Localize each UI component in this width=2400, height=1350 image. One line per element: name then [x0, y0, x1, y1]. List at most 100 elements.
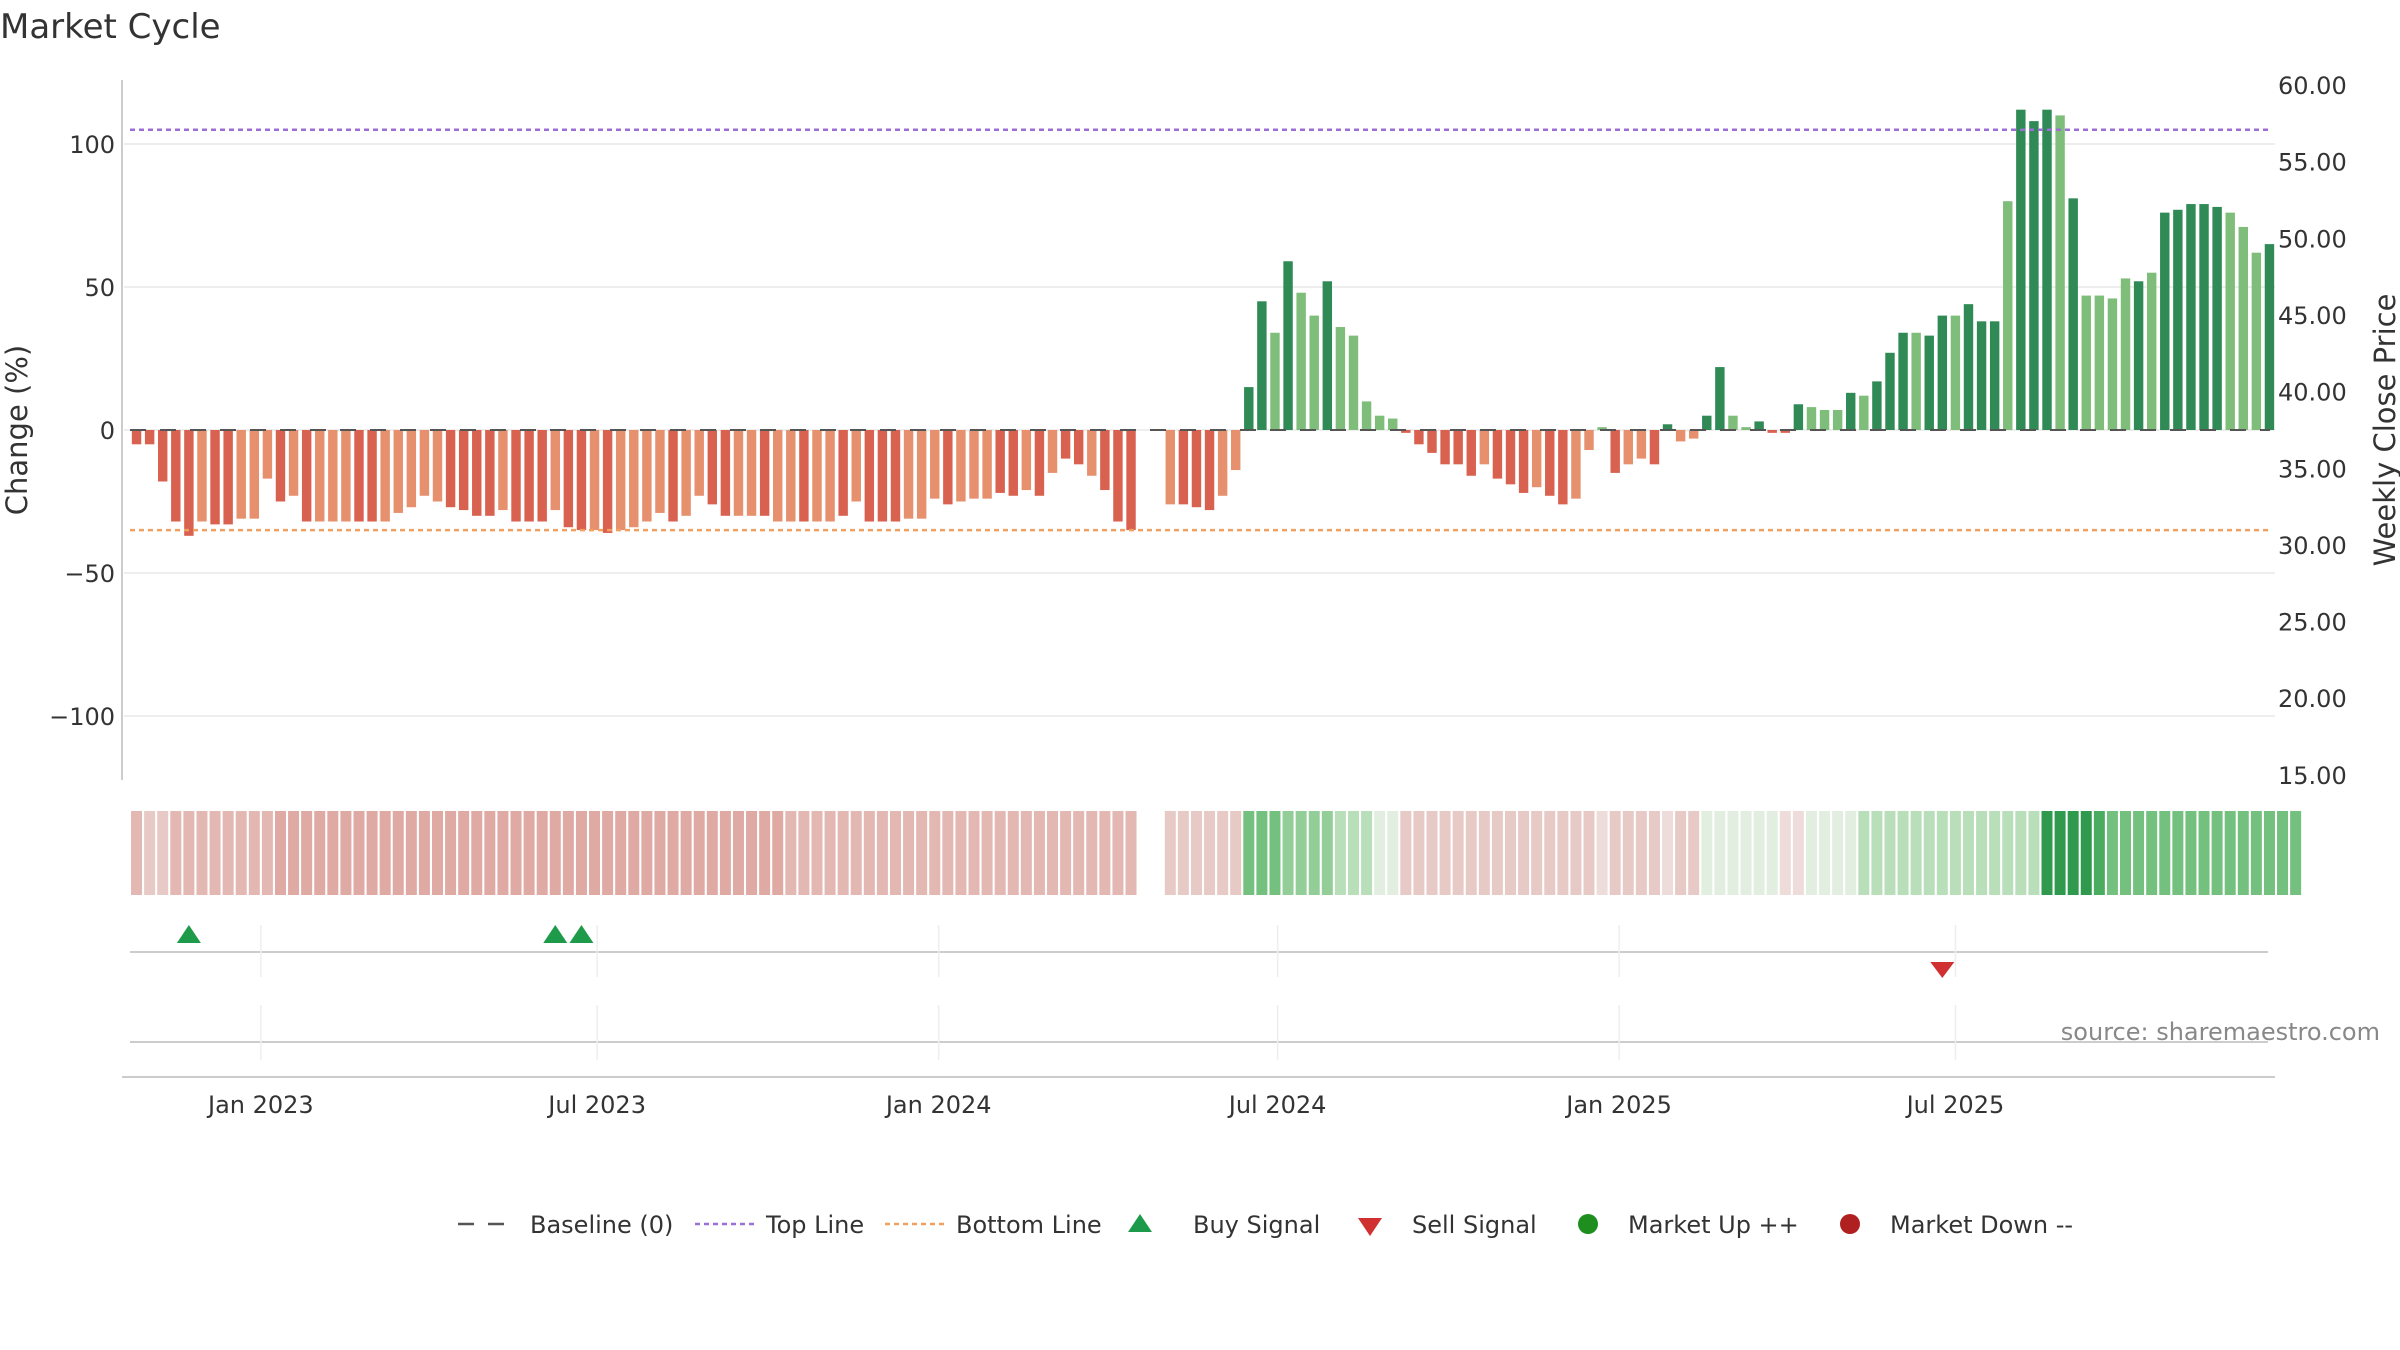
strip-cell — [523, 811, 535, 895]
strip-cell — [1583, 811, 1595, 895]
bar — [1872, 381, 1882, 430]
strip-cell — [1505, 811, 1517, 895]
strip-cell — [288, 811, 300, 895]
bar — [1636, 430, 1647, 459]
bar — [158, 430, 168, 482]
y2-tick-label: 30.00 — [2278, 532, 2347, 560]
regime-strip — [131, 811, 2302, 895]
strip-cell — [2028, 811, 2040, 895]
bar — [2264, 244, 2275, 430]
x-grid-lines — [260, 925, 1957, 1060]
bar — [1283, 261, 1293, 430]
strip-cell — [667, 811, 679, 895]
bar — [1361, 401, 1372, 430]
bar — [275, 430, 286, 502]
strip-cell — [2067, 811, 2079, 895]
strip-cell — [392, 811, 404, 895]
strip-cell — [942, 811, 954, 895]
strip-cell — [2146, 811, 2158, 895]
bar — [1453, 430, 1463, 465]
strip-cell — [562, 811, 574, 895]
strip-cell — [1989, 811, 2001, 895]
bar — [2146, 272, 2157, 430]
bar — [1963, 304, 1974, 430]
strip-cell — [2224, 811, 2236, 895]
bar — [1518, 430, 1529, 493]
y-axis-label: Change (%) — [0, 345, 34, 515]
strip-cell — [1792, 811, 1804, 895]
strip-cell — [1217, 811, 1229, 895]
bar — [1780, 430, 1791, 433]
strip-cell — [497, 811, 509, 895]
bar — [1309, 315, 1319, 430]
bar — [1754, 421, 1764, 430]
bar — [2094, 295, 2105, 430]
bar — [341, 430, 351, 522]
bar — [144, 430, 155, 445]
bar — [1976, 321, 1987, 430]
strip-cell — [183, 811, 195, 895]
bar — [1231, 430, 1241, 471]
strip-cell — [222, 811, 234, 895]
bar — [982, 430, 992, 499]
bar — [1610, 430, 1620, 473]
strip-cell — [589, 811, 601, 895]
bar — [2238, 226, 2248, 430]
bar — [825, 430, 835, 522]
bar — [236, 430, 246, 519]
strip-cell — [2002, 811, 2014, 895]
strip-cell — [981, 811, 993, 895]
bar — [956, 430, 966, 502]
bar — [1937, 315, 1948, 430]
y2-tick-label: 45.00 — [2278, 302, 2347, 330]
bar — [197, 430, 207, 522]
bar — [2251, 252, 2262, 430]
strip-cell — [1622, 811, 1634, 895]
strip-cell — [209, 811, 221, 895]
bar — [1401, 430, 1411, 433]
bar — [576, 430, 587, 531]
strip-cell — [432, 811, 444, 895]
bar — [864, 430, 875, 522]
bar — [1649, 430, 1660, 465]
strip-cell — [1662, 811, 1674, 895]
strip-cell — [746, 811, 758, 895]
strip-cell — [654, 811, 666, 895]
bar — [2186, 204, 2196, 430]
y-tick-label: 100 — [69, 131, 115, 159]
bar — [602, 430, 613, 533]
bar — [1047, 430, 1058, 473]
bar — [1558, 430, 1568, 505]
strip-cell — [602, 811, 614, 895]
bar — [733, 430, 744, 516]
bar — [681, 430, 691, 516]
bar — [2081, 295, 2091, 430]
strip-cell — [2120, 811, 2132, 895]
strip-cell — [1033, 811, 1045, 895]
bar — [1571, 430, 1581, 499]
bar — [1662, 424, 1673, 430]
strip-cell — [2172, 811, 2184, 895]
bar — [1270, 332, 1280, 430]
bar — [694, 430, 704, 496]
bar — [210, 430, 220, 525]
strip-cell — [196, 811, 208, 895]
strip-cell — [1465, 811, 1477, 895]
strip-cell — [1190, 811, 1202, 895]
bar — [1374, 415, 1385, 430]
bar — [1741, 427, 1751, 430]
bar — [1466, 430, 1476, 476]
strip-cell — [1936, 811, 1948, 895]
bar — [773, 430, 783, 522]
bar — [995, 430, 1005, 493]
bar — [1623, 430, 1633, 465]
strip-cell — [1832, 811, 1844, 895]
strip-cell — [2237, 811, 2249, 895]
bar — [550, 430, 560, 511]
legend-market-up-label: Market Up ++ — [1628, 1211, 1799, 1239]
bar — [1688, 430, 1699, 439]
bar — [485, 430, 495, 516]
strip-cell — [1949, 811, 1961, 895]
strip-cell — [2185, 811, 2197, 895]
